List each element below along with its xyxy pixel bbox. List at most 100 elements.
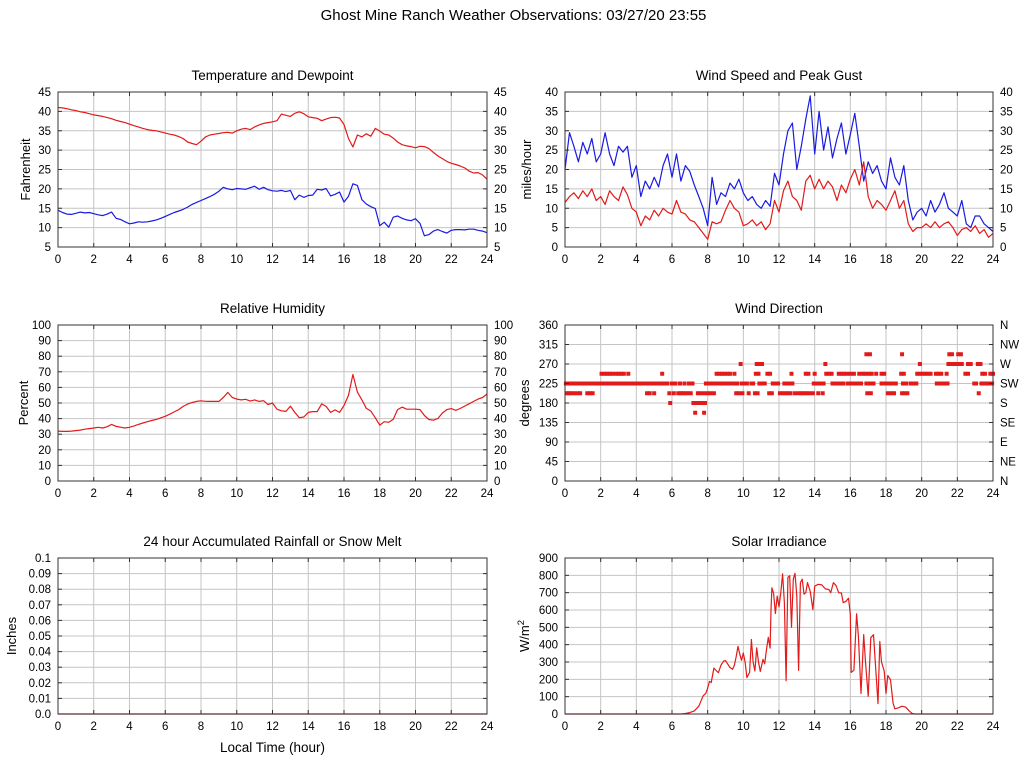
y-tick-label: 0 bbox=[552, 242, 558, 254]
data-point-direction bbox=[671, 391, 676, 396]
y-axis-label: Fahrenheit bbox=[18, 138, 33, 201]
y-tick-label: 20 bbox=[38, 445, 51, 457]
series-wind-speed bbox=[564, 161, 994, 240]
right-tick-label: E bbox=[1000, 437, 1008, 449]
data-point-direction bbox=[842, 371, 847, 376]
y-axis-label: Inches bbox=[4, 616, 19, 655]
x-tick-label: 16 bbox=[338, 488, 351, 500]
data-point-direction bbox=[901, 371, 906, 376]
data-point-direction bbox=[984, 381, 989, 386]
data-point-direction bbox=[619, 371, 624, 376]
data-point-direction bbox=[716, 381, 721, 386]
x-tick-label: 2 bbox=[91, 721, 97, 733]
x-tick-label: 22 bbox=[445, 254, 458, 266]
right-tick-label: 90 bbox=[494, 336, 507, 348]
data-point-direction bbox=[727, 371, 732, 376]
x-tick-label: 0 bbox=[55, 721, 61, 733]
data-point-direction bbox=[941, 381, 946, 386]
right-tick-label: 10 bbox=[494, 223, 507, 235]
data-point-direction bbox=[839, 371, 844, 376]
data-point-direction bbox=[824, 371, 829, 376]
data-point-direction bbox=[816, 391, 821, 396]
y-tick-label: 35 bbox=[38, 126, 51, 138]
data-point-direction bbox=[584, 381, 589, 386]
right-tick-label: 40 bbox=[1000, 87, 1013, 99]
data-point-direction bbox=[957, 362, 962, 366]
data-point-direction bbox=[826, 371, 831, 376]
y-tick-label: 0.05 bbox=[29, 631, 51, 643]
x-tick-label: 10 bbox=[737, 488, 750, 500]
data-point-direction bbox=[853, 381, 858, 386]
data-point-direction bbox=[680, 391, 685, 396]
data-point-direction bbox=[686, 391, 691, 396]
data-point-direction bbox=[626, 371, 631, 376]
data-point-direction bbox=[812, 371, 817, 376]
chart-solar-irradiance: 0 2 4 6 8 10 12 14 16 18 20 22 240100200300400500600… bbox=[516, 534, 1000, 733]
y-tick-label: 15 bbox=[38, 203, 51, 215]
y-tick-label: 0.07 bbox=[29, 600, 51, 612]
y-tick-label: 90 bbox=[38, 336, 51, 348]
right-tick-label: 80 bbox=[494, 351, 507, 363]
x-tick-label: 10 bbox=[230, 721, 243, 733]
y-tick-label: 0.06 bbox=[29, 615, 51, 627]
x-tick-label: 8 bbox=[198, 488, 204, 500]
data-point-direction bbox=[814, 381, 819, 386]
x-tick-label: 16 bbox=[844, 254, 857, 266]
data-point-direction bbox=[688, 391, 693, 396]
data-point-direction bbox=[646, 381, 651, 386]
data-point-direction bbox=[804, 391, 809, 396]
data-point-direction bbox=[569, 391, 574, 396]
right-tick-label: N bbox=[1000, 476, 1008, 488]
data-point-direction bbox=[963, 371, 968, 376]
right-tick-label: NW bbox=[1000, 340, 1019, 352]
data-point-direction bbox=[851, 381, 856, 386]
x-tick-label: 18 bbox=[880, 721, 893, 733]
x-tick-label: 14 bbox=[808, 488, 821, 500]
chart-title: Temperature and Dewpoint bbox=[191, 68, 353, 83]
data-point-direction bbox=[585, 391, 590, 396]
series-temperature bbox=[57, 106, 488, 180]
data-point-direction bbox=[613, 371, 618, 376]
data-point-direction bbox=[867, 352, 872, 357]
data-point-direction bbox=[773, 381, 778, 386]
data-point-direction bbox=[731, 381, 736, 386]
data-point-direction bbox=[769, 391, 774, 396]
right-tick-label: 45 bbox=[494, 87, 507, 99]
y-tick-label: 100 bbox=[32, 320, 51, 332]
x-tick-label: 24 bbox=[481, 254, 494, 266]
data-point-direction bbox=[661, 381, 666, 386]
data-point-direction bbox=[886, 381, 891, 386]
chart-rainfall: 0 2 4 6 8 10 12 14 16 18 20 22 240.00.010.020.030.04… bbox=[4, 534, 494, 755]
data-point-direction bbox=[823, 362, 828, 366]
data-point-direction bbox=[717, 371, 722, 376]
y-tick-label: 0.04 bbox=[29, 647, 52, 659]
data-point-direction bbox=[676, 391, 681, 396]
data-point-direction bbox=[705, 391, 710, 396]
data-point-direction bbox=[740, 391, 745, 396]
x-tick-label: 8 bbox=[198, 254, 204, 266]
data-point-direction bbox=[603, 381, 608, 386]
chart-temperature-dewpoint: 0 2 4 6 8 10 12 14 16 18 20 22 245101520253035404551… bbox=[18, 68, 507, 266]
right-tick-label: 70 bbox=[494, 367, 507, 379]
data-point-direction bbox=[612, 381, 617, 386]
y-tick-label: 40 bbox=[545, 87, 558, 99]
x-tick-label: 18 bbox=[880, 488, 893, 500]
x-tick-label: 8 bbox=[198, 721, 204, 733]
y-tick-label: 0.03 bbox=[29, 662, 51, 674]
x-tick-label: 0 bbox=[55, 254, 61, 266]
data-point-direction bbox=[665, 381, 670, 386]
y-tick-label: 30 bbox=[545, 126, 558, 138]
data-point-direction bbox=[719, 371, 724, 376]
data-point-direction bbox=[936, 371, 941, 376]
right-tick-label: 30 bbox=[1000, 126, 1013, 138]
x-tick-label: 16 bbox=[844, 488, 857, 500]
x-tick-label: 0 bbox=[562, 254, 568, 266]
data-point-direction bbox=[739, 381, 744, 386]
chart-title: Relative Humidity bbox=[220, 301, 325, 316]
data-point-direction bbox=[753, 371, 758, 376]
x-tick-label: 16 bbox=[338, 254, 351, 266]
x-tick-label: 8 bbox=[704, 254, 710, 266]
data-point-direction bbox=[838, 381, 843, 386]
data-point-direction bbox=[732, 371, 737, 376]
right-tick-label: 60 bbox=[494, 382, 507, 394]
